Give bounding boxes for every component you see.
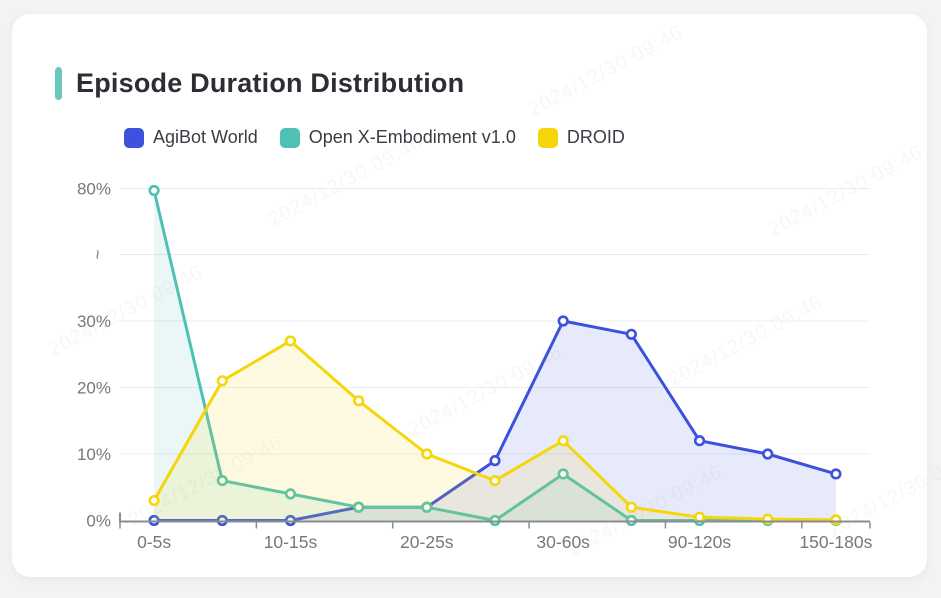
legend-item-open-x-embodiment-v1-0[interactable]: Open X-Embodiment v1.0 bbox=[279, 127, 516, 148]
chart-legend: AgiBot World Open X-Embodiment v1.0 DROID bbox=[124, 127, 625, 148]
legend-item-agibot-world[interactable]: AgiBot World bbox=[124, 127, 258, 148]
legend-swatch-icon bbox=[124, 127, 144, 148]
legend-swatch-icon bbox=[279, 127, 300, 148]
legend-item-droid[interactable]: DROID bbox=[537, 127, 625, 148]
page-title: Episode Duration Distribution bbox=[76, 68, 465, 98]
title-row: Episode Duration Distribution bbox=[55, 67, 464, 100]
legend-label: DROID bbox=[566, 127, 625, 147]
legend-label: Open X-Embodiment v1.0 bbox=[308, 127, 516, 147]
legend-label: AgiBot World bbox=[153, 127, 258, 147]
chart-card: Episode Duration Distribution AgiBot Wor… bbox=[12, 14, 927, 577]
legend-swatch-icon bbox=[537, 127, 558, 148]
title-accent-bar bbox=[55, 67, 62, 100]
